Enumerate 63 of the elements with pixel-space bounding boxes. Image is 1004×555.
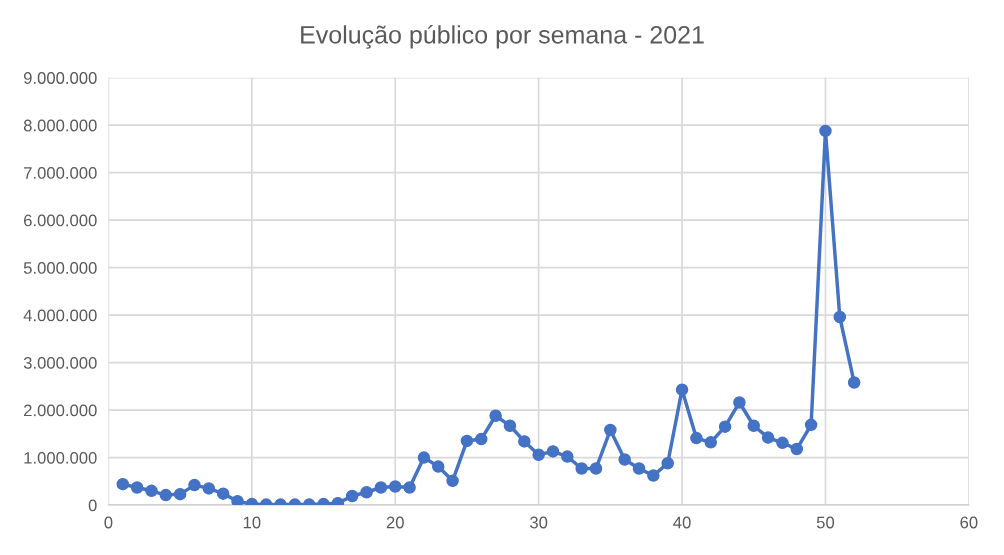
point <box>403 481 416 494</box>
point <box>202 482 216 495</box>
x-tick-label: 30 <box>530 516 548 529</box>
point <box>503 419 517 433</box>
chart-title: Evolução público por semana - 2021 <box>301 24 704 49</box>
point <box>216 487 230 500</box>
y-tick-label: 9.000.000 <box>23 72 97 84</box>
y-tick-label: 0 <box>88 499 97 512</box>
point <box>804 418 818 432</box>
point <box>776 436 789 450</box>
y-tick-label: 8.000.000 <box>23 119 97 132</box>
x-tick-label: 20 <box>386 516 404 529</box>
point <box>432 460 445 473</box>
x-tick-label: 40 <box>673 516 691 529</box>
point <box>632 462 646 475</box>
point <box>159 488 173 502</box>
point <box>446 474 459 488</box>
point <box>145 484 158 498</box>
point <box>847 376 861 389</box>
point <box>518 435 531 448</box>
point <box>761 431 775 444</box>
point <box>604 423 617 437</box>
point <box>718 420 732 433</box>
y-tick-label: 2.000.000 <box>24 404 97 417</box>
x-tick-label: 0 <box>104 516 113 529</box>
point <box>345 489 359 503</box>
point <box>231 495 244 506</box>
point <box>833 310 847 324</box>
point <box>130 481 144 494</box>
point <box>790 442 804 456</box>
point <box>675 383 689 396</box>
point <box>116 477 130 491</box>
x-tick-label: 10 <box>243 516 261 529</box>
point <box>690 431 703 445</box>
point <box>661 457 674 470</box>
point <box>747 419 761 433</box>
point <box>589 462 603 475</box>
point <box>561 450 574 463</box>
point <box>489 409 502 423</box>
y-tick-label: 5.000.000 <box>23 262 97 274</box>
point <box>532 448 545 461</box>
point <box>188 478 201 492</box>
y-tick-label: 1.000.000 <box>24 451 97 464</box>
point <box>388 480 402 493</box>
point <box>173 487 187 501</box>
y-tick-label: 3.000.000 <box>23 357 97 369</box>
point <box>546 445 560 458</box>
y-tick-label: 7.000.000 <box>24 167 97 179</box>
point <box>360 485 373 499</box>
point <box>733 396 746 409</box>
point <box>647 469 660 482</box>
point <box>475 432 488 446</box>
point <box>374 481 388 494</box>
point <box>460 434 474 448</box>
y-tick-label: 6.000.000 <box>24 214 97 227</box>
point <box>417 451 431 464</box>
point <box>575 462 588 475</box>
x-tick-label: 50 <box>816 516 835 529</box>
point <box>819 124 832 138</box>
point <box>618 453 631 466</box>
point <box>704 436 717 449</box>
x-tick-label: 60 <box>960 516 978 529</box>
y-tick-label: 4.000.000 <box>23 309 97 322</box>
